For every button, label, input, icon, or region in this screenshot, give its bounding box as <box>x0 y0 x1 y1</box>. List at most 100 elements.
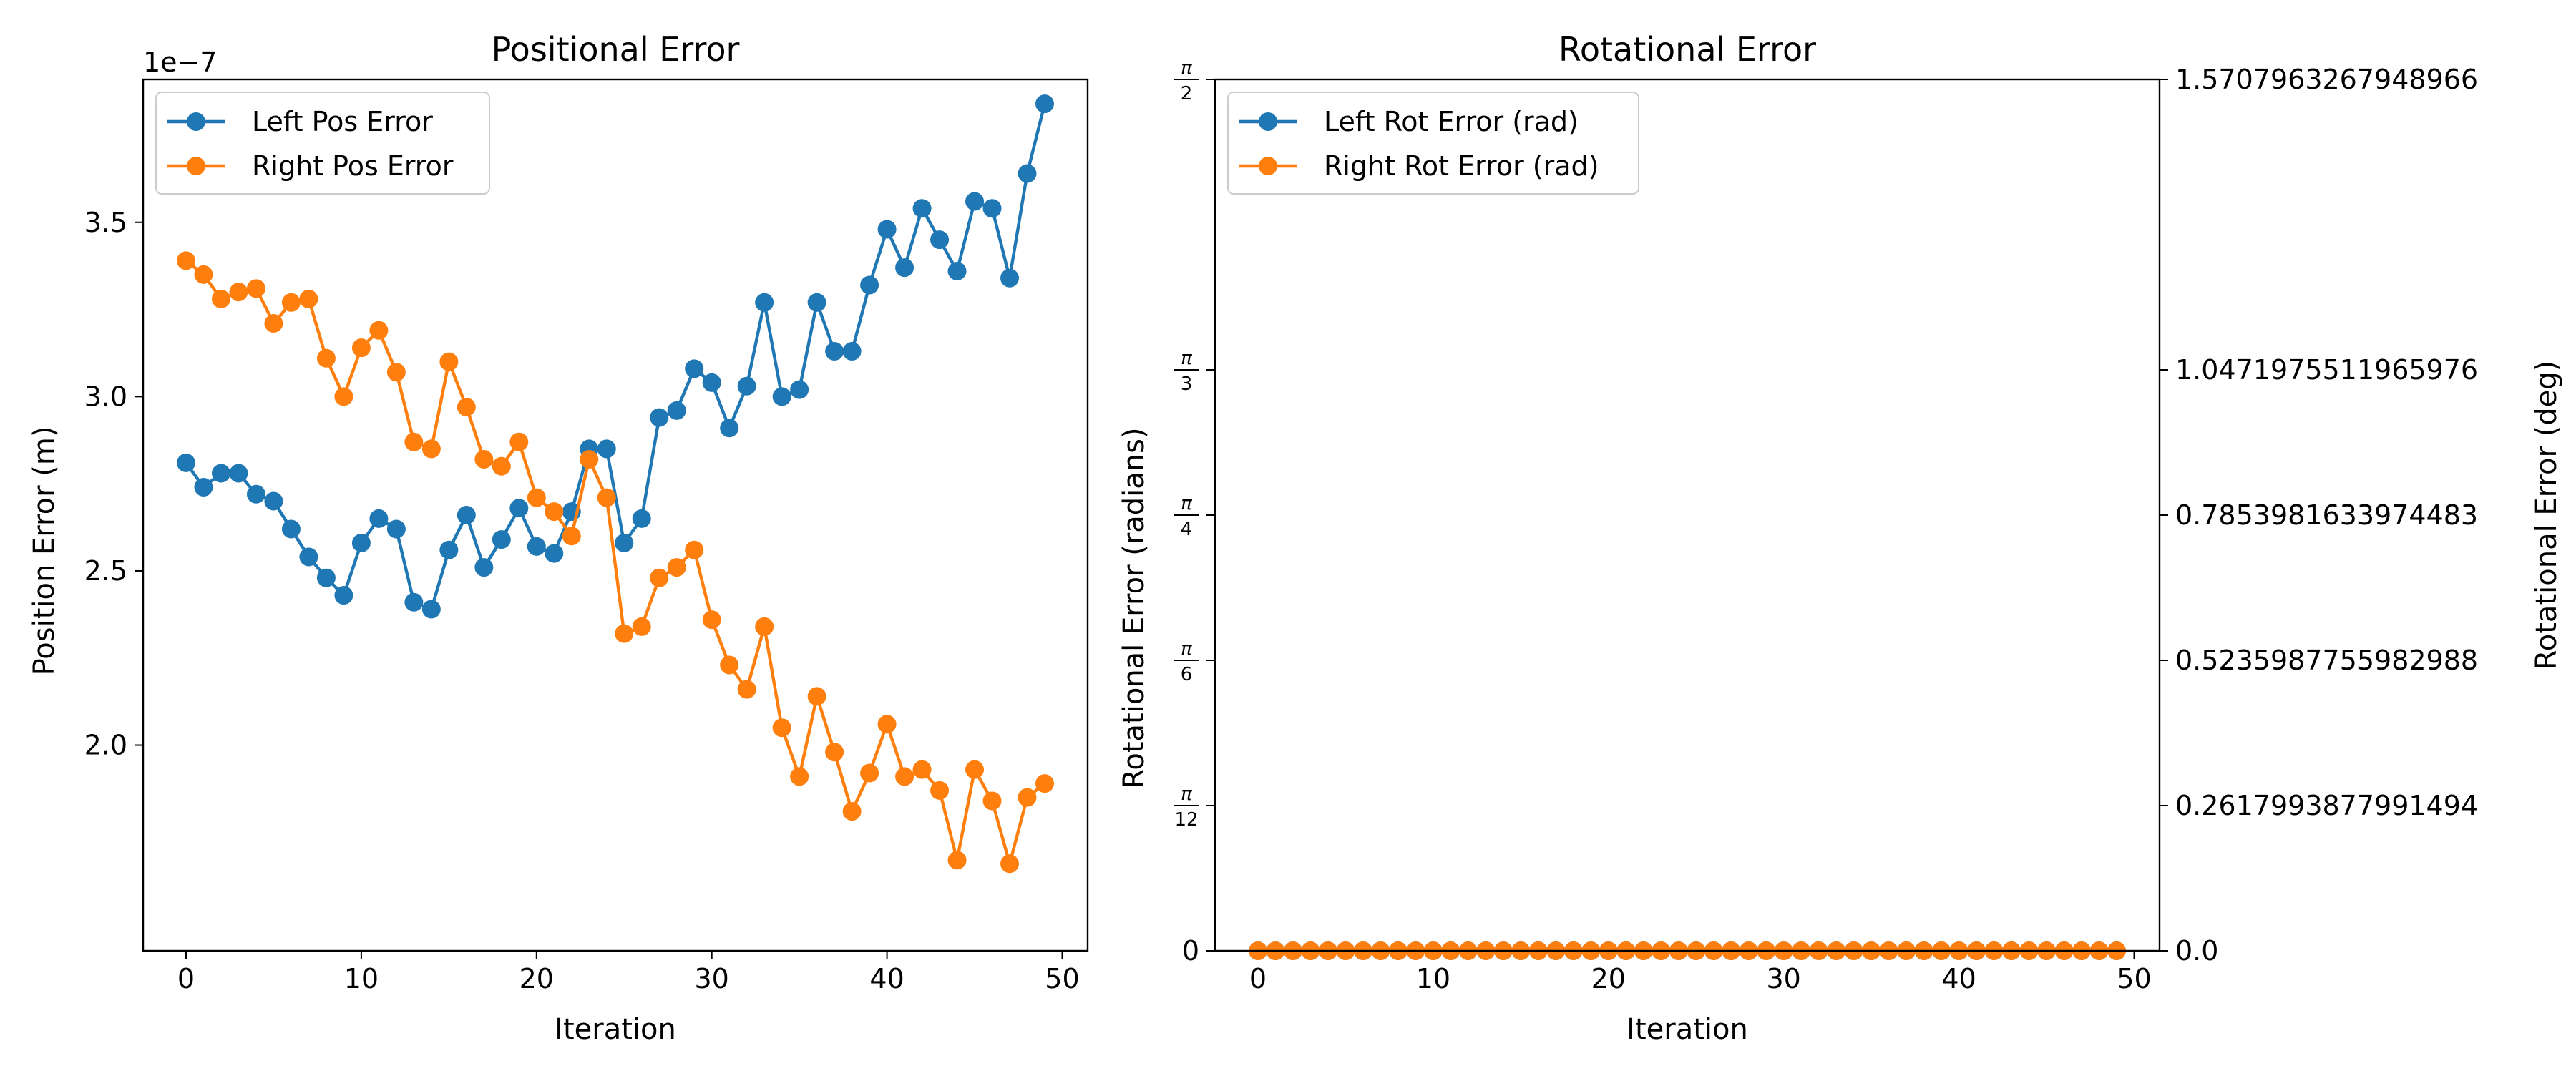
data-point-right-pos-error <box>545 502 564 522</box>
x-tick-label: 0 <box>1249 963 1267 994</box>
data-point-right-pos-error <box>211 289 230 308</box>
data-point-left-pos-error <box>334 586 353 605</box>
data-point-right-pos-error <box>825 743 844 762</box>
chart-title: Rotational Error <box>1558 30 1816 69</box>
data-point-left-pos-error <box>281 519 301 539</box>
data-point-left-pos-error <box>685 359 704 378</box>
axes-frame <box>142 78 1089 952</box>
y-tick-label-right: 1.5707963267948966 <box>2175 64 2478 95</box>
data-point-left-pos-error <box>650 408 669 427</box>
data-point-right-pos-error <box>965 760 985 779</box>
rotational-error-chart: Rotational Error Iteration Rotational Er… <box>1118 30 2563 1046</box>
data-point-right-pos-error <box>1035 774 1054 793</box>
y-axis-label-right: Rotational Error (deg) <box>2530 361 2563 670</box>
fraction-denominator: 12 <box>1174 809 1198 831</box>
data-point-left-pos-error <box>895 258 914 278</box>
x-tick-label: 50 <box>1045 963 1079 994</box>
axes-frame <box>1214 78 2161 952</box>
data-point-left-pos-error <box>299 547 318 567</box>
fraction-denominator: 4 <box>1181 519 1193 540</box>
data-point-left-pos-error <box>825 342 844 361</box>
data-point-right-pos-error <box>177 251 195 270</box>
data-point-left-pos-error <box>807 293 826 312</box>
data-point-left-pos-error <box>912 199 932 218</box>
data-point-right-pos-error <box>650 568 669 587</box>
data-point-right-pos-error <box>194 265 213 284</box>
x-axis-label: Iteration <box>555 1013 676 1046</box>
data-point-right-pos-error <box>474 450 494 469</box>
x-tick-label: 10 <box>1416 963 1450 994</box>
x-tick-label: 0 <box>177 963 195 994</box>
legend-marker-right-pos <box>187 157 205 175</box>
data-point-left-pos-error <box>194 478 213 497</box>
data-point-left-pos-error <box>842 342 862 361</box>
y-tick-label-right: 0.7853981633974483 <box>2175 499 2478 531</box>
data-point-right-pos-error <box>421 439 441 459</box>
data-point-left-pos-error <box>264 491 283 511</box>
x-tick-label: 50 <box>2117 963 2151 994</box>
data-point-right-pos-error <box>667 558 686 577</box>
data-point-left-pos-error <box>667 401 686 420</box>
data-point-right-pos-error <box>509 432 529 451</box>
fraction-numerator: π <box>1181 57 1192 79</box>
y-tick-label-right: 0.0 <box>2175 935 2218 967</box>
data-point-right-pos-error <box>229 283 248 302</box>
data-point-right-pos-error <box>720 655 739 675</box>
data-point-right-pos-error <box>842 802 862 821</box>
y-tick-label: 3.5 <box>84 207 127 238</box>
chart-title: Positional Error <box>492 30 740 69</box>
data-point-left-pos-error <box>930 230 950 250</box>
data-point-right-pos-error <box>527 488 546 507</box>
data-point-left-pos-error <box>947 261 967 280</box>
y-offset-text: 1e−7 <box>143 47 218 78</box>
legend-label-left-pos: Left Pos Error <box>252 106 433 137</box>
y-axis-label-left: Rotational Error (radians) <box>1118 427 1151 788</box>
data-point-right-pos-error <box>281 293 301 312</box>
legend-marker-left-pos <box>187 112 205 131</box>
data-point-right-pos-error <box>860 763 879 783</box>
data-point-right-pos-error <box>947 851 967 870</box>
data-point-left-pos-error <box>982 199 1002 218</box>
data-point-right-pos-error <box>264 314 283 333</box>
data-point-right-pos-error <box>755 617 774 636</box>
data-point-right-pos-error <box>369 321 389 340</box>
x-tick-label: 40 <box>869 963 904 994</box>
data-point-right-pos-error <box>685 540 704 559</box>
data-point-left-pos-error <box>229 464 248 483</box>
data-point-right-pos-error <box>457 397 476 416</box>
data-point-left-pos-error <box>246 484 265 504</box>
data-point-left-pos-error <box>772 387 791 406</box>
data-point-left-pos-error <box>474 558 494 577</box>
legend-label-right-rot: Right Rot Error (rad) <box>1324 150 1599 182</box>
data-point-left-pos-error <box>1000 268 1020 288</box>
data-point-left-pos-error <box>545 544 564 563</box>
data-point-right-pos-error <box>632 617 651 636</box>
data-point-left-pos-error <box>439 540 459 559</box>
data-point-right-pos-error <box>580 450 599 469</box>
data-point-right-pos-error <box>737 680 756 699</box>
legend-label-left-rot: Left Rot Error (rad) <box>1324 106 1579 137</box>
data-point-right-pos-error <box>439 352 459 371</box>
y-ticks: 2.0 2.5 3.0 3.5 <box>84 207 143 761</box>
positional-error-chart: Positional Error 1e−7 Iteration Position… <box>28 30 1089 1046</box>
y-tick-label-right: 1.0471975511965976 <box>2175 354 2478 386</box>
data-point-left-pos-error <box>615 533 634 552</box>
plot-area <box>177 94 1054 874</box>
y-ticks-right: 0.0 0.2617993877991494 0.5235987755982988 0… <box>2160 64 2478 967</box>
data-point-left-pos-error <box>632 509 651 528</box>
data-point-right-pos-error <box>404 432 424 451</box>
legend-marker-left-rot <box>1259 112 1277 131</box>
data-point-right-pos-error <box>877 715 897 734</box>
data-point-left-pos-error <box>351 533 371 552</box>
x-tick-label: 30 <box>695 963 729 994</box>
data-point-right-pos-error <box>246 279 265 298</box>
data-point-right-pos-error <box>351 338 371 358</box>
data-point-right-pos-error <box>597 488 616 507</box>
data-point-right-pos-error <box>316 348 336 368</box>
data-point-right-pos-error <box>615 624 634 643</box>
data-point-left-pos-error <box>755 293 774 312</box>
y-tick-label-left: 0 <box>1182 935 1199 967</box>
y-tick-label-left-fraction: π2 <box>1174 57 1199 104</box>
data-point-right-pos-error <box>1018 788 1037 807</box>
data-point-right-pos-error <box>912 760 932 779</box>
